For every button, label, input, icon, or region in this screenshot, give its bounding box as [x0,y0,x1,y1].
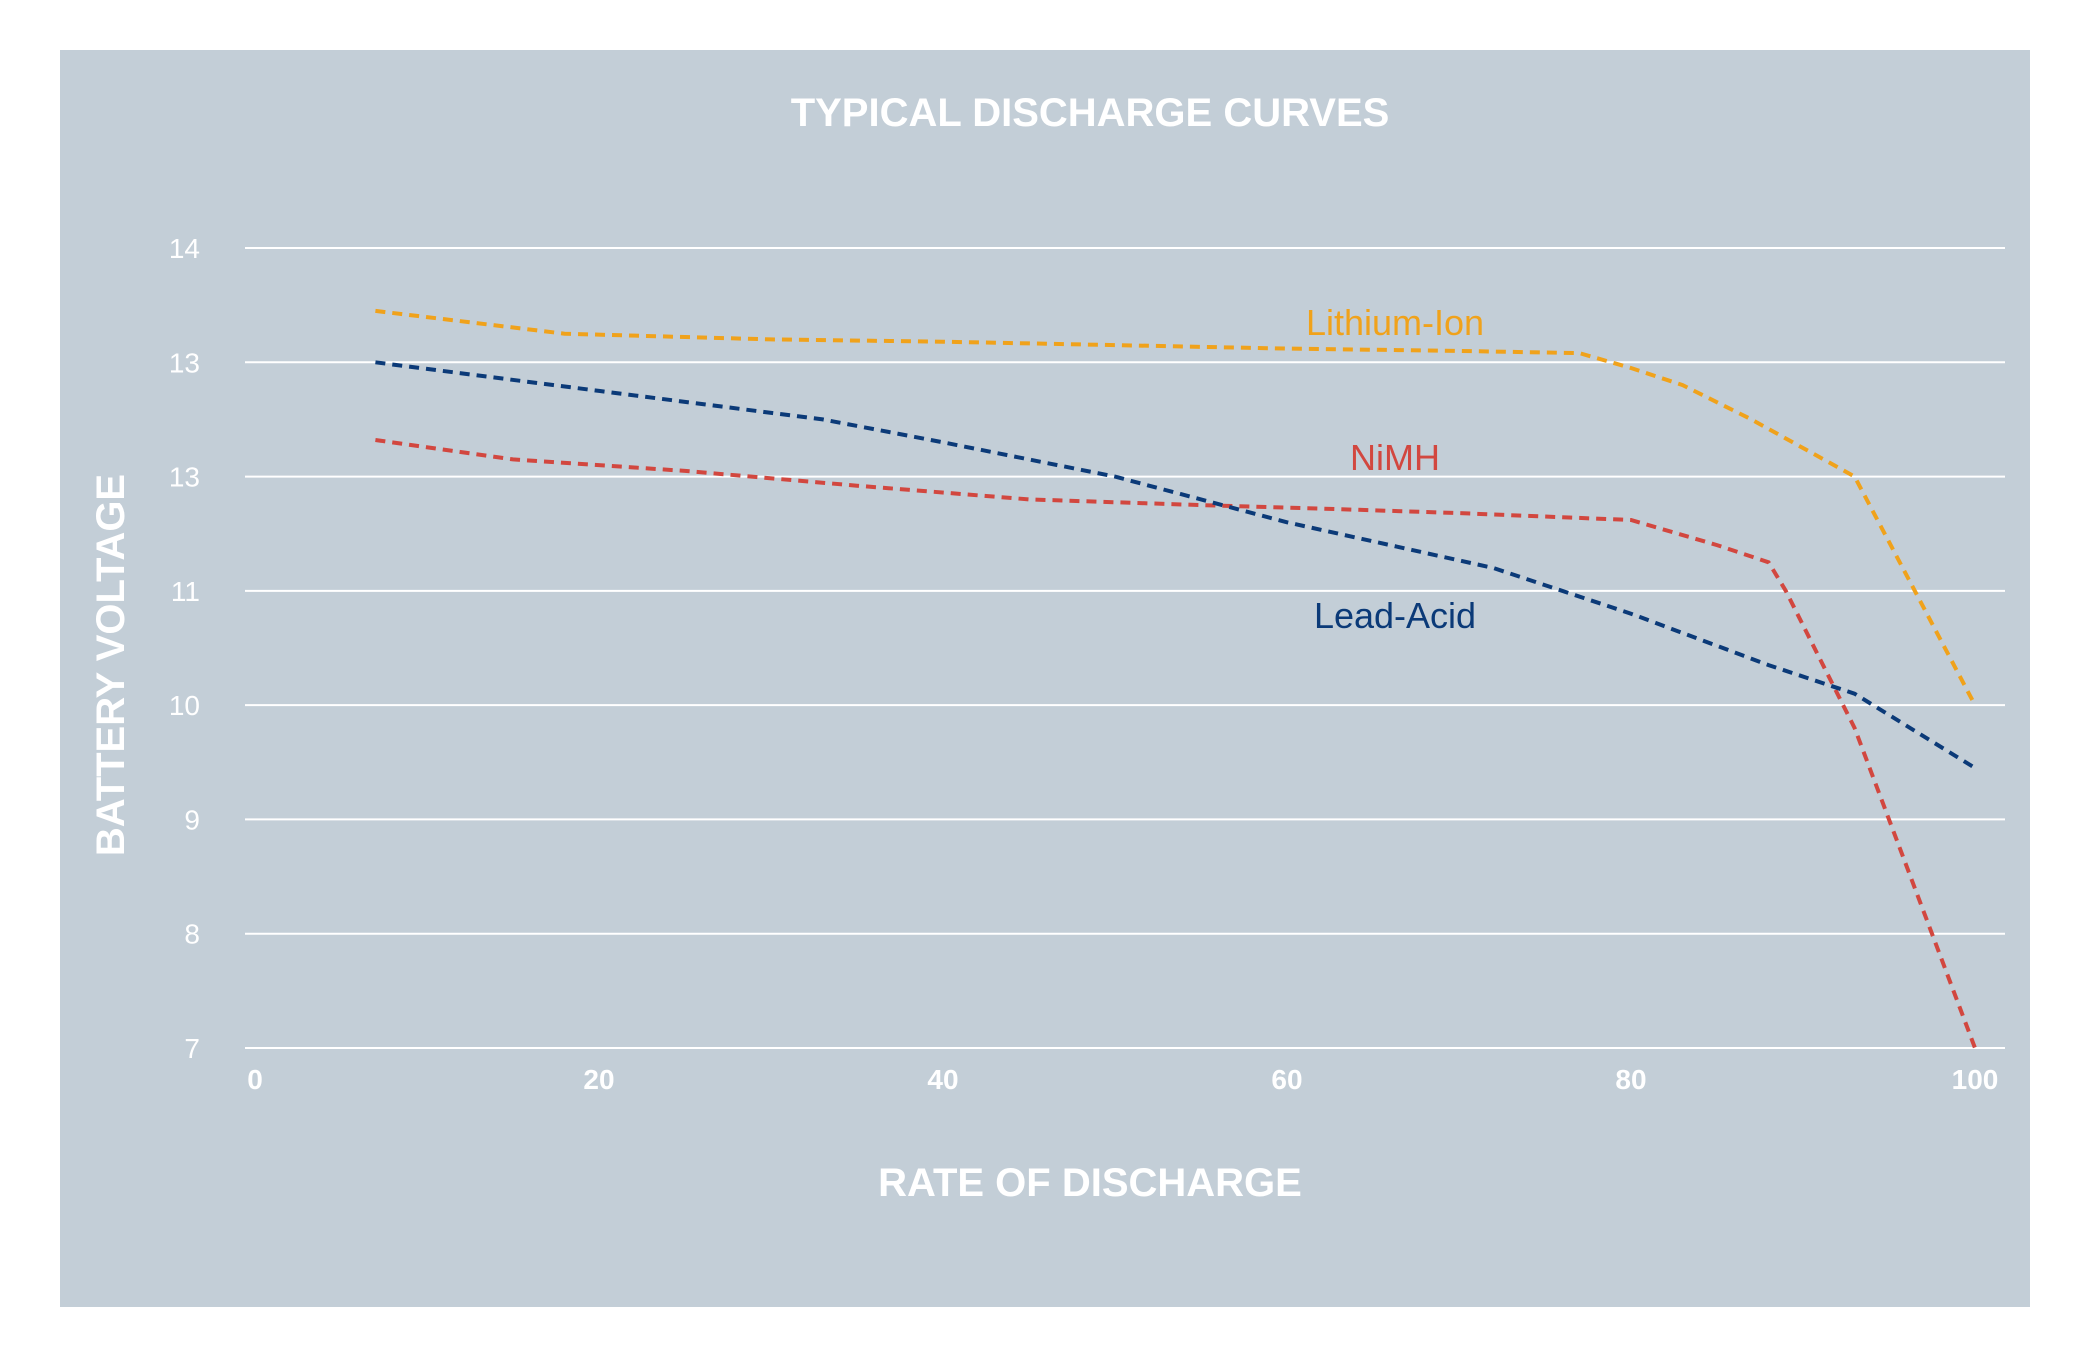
x-tick-labels: 0 20 40 60 80 100 [247,1064,1998,1095]
y-axis-title: BATTERY VOLTAGE [89,474,133,856]
y-tick-labels: 14 13 13 11 10 9 8 7 [169,233,200,1064]
y-tick-label: 14 [169,233,200,264]
y-tick-label: 7 [184,1033,200,1064]
y-tick-label: 13 [169,462,200,493]
y-tick-label: 13 [169,347,200,378]
x-tick-label: 40 [927,1064,958,1095]
chart-panel [60,50,2030,1307]
series-label-lithium-ion: Lithium-Ion [1306,302,1484,343]
series-line-lithium-ion [375,308,1977,707]
series-line-nimh [375,438,1977,1049]
x-tick-label: 20 [583,1064,614,1095]
series-label-lead-acid: Lead-Acid [1314,595,1476,636]
x-axis-title: RATE OF DISCHARGE [878,1161,1302,1205]
x-tick-label: 0 [247,1064,263,1095]
grid-layer [245,247,2005,1049]
x-tick-label: 80 [1615,1064,1646,1095]
series-label-nimh: NiMH [1350,437,1440,478]
y-tick-label: 8 [184,919,200,950]
y-tick-label: 9 [184,804,200,835]
chart-title: TYPICAL DISCHARGE CURVES [791,91,1390,135]
y-tick-label: 10 [169,690,200,721]
x-tick-label: 60 [1271,1064,1302,1095]
series-line-lead-acid [375,360,1977,770]
y-tick-label: 11 [171,576,200,607]
series-labels: Lithium-Ion NiMH Lead-Acid [1306,302,1484,636]
x-tick-label: 100 [1952,1064,1999,1095]
series-layer [375,308,1977,1049]
